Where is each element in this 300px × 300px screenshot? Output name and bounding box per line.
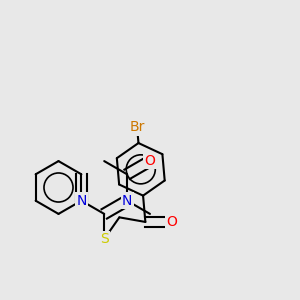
Text: Br: Br (129, 120, 145, 134)
Text: S: S (100, 232, 109, 246)
Text: N: N (76, 194, 87, 208)
Text: N: N (122, 194, 132, 208)
Text: O: O (145, 154, 155, 168)
Text: O: O (166, 215, 177, 229)
